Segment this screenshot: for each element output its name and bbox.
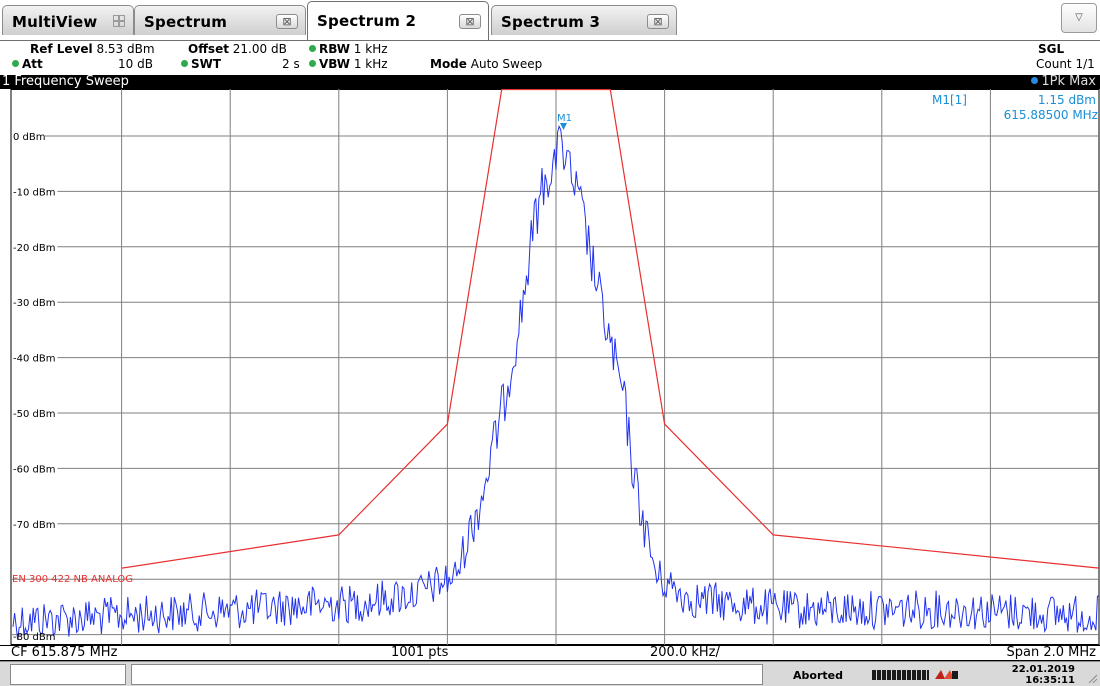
trace-mode[interactable]: 1Pk Max <box>1031 75 1096 89</box>
y-tick-label: -70 dBm <box>13 520 55 531</box>
marker-readout-level: 1.15 dBm <box>1038 93 1096 107</box>
y-tick-label-bg <box>12 185 58 198</box>
status-bar: Aborted 22.01.2019 16:35:11 <box>0 661 1100 686</box>
offset[interactable]: Offset 21.00 dB <box>188 42 287 56</box>
tab-bar: MultiView Spectrum ⊠ Spectrum 2 ⊠ Spectr… <box>0 0 1100 41</box>
frequency-per-division: 200.0 kHz/ <box>650 645 720 660</box>
ref-level-label: Ref Level <box>30 42 93 56</box>
status-info-field <box>131 664 763 685</box>
y-tick-label: -20 dBm <box>13 243 55 254</box>
frequency-span[interactable]: Span 2.0 MHz <box>1006 645 1096 660</box>
swt[interactable]: SWT <box>181 57 221 71</box>
ref-level[interactable]: Ref Level 8.53 dBm <box>30 42 155 56</box>
rbw[interactable]: RBW 1 kHz <box>309 42 388 56</box>
rbw-label: RBW <box>319 42 350 56</box>
trace-mode-label: 1Pk Max <box>1041 74 1096 89</box>
progress-bar <box>872 670 929 680</box>
close-icon[interactable]: ⊠ <box>647 14 669 29</box>
y-tick-label: -40 dBm <box>13 354 55 365</box>
att-value: 10 dB <box>118 57 153 71</box>
limit-line-label: EN 300 422 NB ANALOG <box>12 574 133 585</box>
offset-label: Offset <box>188 42 229 56</box>
plot-grid <box>10 89 1100 645</box>
status-message-field <box>10 664 126 685</box>
trace-header: 1 Frequency Sweep 1Pk Max <box>0 75 1100 89</box>
trace-color-icon <box>1031 77 1039 84</box>
y-tick-label: 0 dBm <box>13 132 46 143</box>
swt-label: SWT <box>191 57 222 71</box>
marker-triangle-icon <box>560 123 567 130</box>
tab-bar-divider <box>0 40 1100 41</box>
marker-m1[interactable]: M1 <box>557 113 572 130</box>
y-tick-label: -60 dBm <box>13 464 55 475</box>
close-icon[interactable]: ⊠ <box>459 14 481 29</box>
y-tick-label-bg <box>12 351 58 364</box>
tab-spectrum-2[interactable]: Spectrum 2 ⊠ <box>307 1 489 41</box>
tab-spectrum[interactable]: Spectrum ⊠ <box>134 5 306 35</box>
att-label: Att <box>22 57 43 71</box>
chevron-down-icon[interactable]: ▽ <box>1061 3 1097 33</box>
coupled-indicator-icon <box>181 60 188 67</box>
marker-readout-name: M1[1] <box>932 93 967 107</box>
y-tick-label-bg <box>12 517 58 530</box>
close-icon[interactable]: ⊠ <box>276 14 298 29</box>
coupled-indicator-icon <box>309 60 316 67</box>
status-time: 16:35:11 <box>1025 675 1075 686</box>
trace-line <box>12 124 1100 640</box>
coupled-indicator-icon <box>309 45 316 52</box>
y-tick-label: -50 dBm <box>13 409 55 420</box>
measurement-settings: Ref Level 8.53 dBm Offset 21.00 dB RBW 1… <box>0 41 1100 75</box>
vbw-value: 1 kHz <box>353 57 388 71</box>
tab-multiview[interactable]: MultiView <box>2 5 134 35</box>
y-tick-label-bg <box>12 407 58 419</box>
status-date: 22.01.2019 <box>1011 664 1075 675</box>
offset-value: 21.00 dB <box>232 42 287 56</box>
vbw-label: VBW <box>319 57 351 71</box>
tab-spectrum-3[interactable]: Spectrum 3 ⊠ <box>491 5 677 35</box>
att[interactable]: Att <box>12 57 43 71</box>
tab-multiview-label: MultiView <box>12 13 98 31</box>
trace-header-title: 1 Frequency Sweep <box>2 74 129 89</box>
sweep-count: Count 1/1 <box>1036 57 1095 71</box>
tab-spectrum-3-label: Spectrum 3 <box>501 13 601 31</box>
y-tick-label-bg <box>12 462 58 475</box>
y-axis-bottom-label: -80 dBm <box>13 632 55 643</box>
sgl-indicator: SGL <box>1038 42 1065 56</box>
y-tick-label: -30 dBm <box>13 298 55 309</box>
swt-value: 2 s <box>282 57 300 71</box>
resize-grip-icon[interactable] <box>1086 672 1098 684</box>
y-tick-label-bg <box>12 240 58 253</box>
sweep-mode[interactable]: Mode Auto Sweep <box>430 57 542 71</box>
spectrum-plot[interactable]: 0 dBm -10 dBm -20 dBm -30 dBm -40 dBm -50 dBm… <box>0 89 1100 645</box>
grid-icon <box>113 15 125 27</box>
center-frequency[interactable]: CF 615.875 MHz <box>11 645 118 660</box>
marker-label: M1 <box>557 113 572 124</box>
plot-frame <box>10 89 1100 645</box>
tab-spectrum-2-label: Spectrum 2 <box>317 12 417 30</box>
vbw[interactable]: VBW 1 kHz <box>309 57 388 71</box>
marker-readout-freq: 615.88500 MHz <box>1004 108 1098 122</box>
mode-label: Mode <box>430 57 467 71</box>
y-tick-label-bg <box>12 296 58 309</box>
y-tick-label-bg <box>12 130 45 142</box>
tab-spectrum-label: Spectrum <box>144 13 228 31</box>
limit-line <box>121 89 1100 569</box>
coupled-indicator-icon <box>12 60 19 67</box>
rbw-value: 1 kHz <box>353 42 388 56</box>
ref-level-value: 8.53 dBm <box>96 42 155 56</box>
sweep-points: 1001 pts <box>391 645 449 660</box>
io-icon <box>935 670 958 679</box>
y-axis-labels: 0 dBm -10 dBm -20 dBm -30 dBm -40 dBm -50 dBm… <box>12 130 58 531</box>
measurement-state: Aborted <box>793 669 843 682</box>
frequency-axis-bar: CF 615.875 MHz 1001 pts 200.0 kHz/ Span … <box>0 645 1100 661</box>
y-tick-label: -10 dBm <box>13 187 55 198</box>
mode-value: Auto Sweep <box>470 57 543 71</box>
